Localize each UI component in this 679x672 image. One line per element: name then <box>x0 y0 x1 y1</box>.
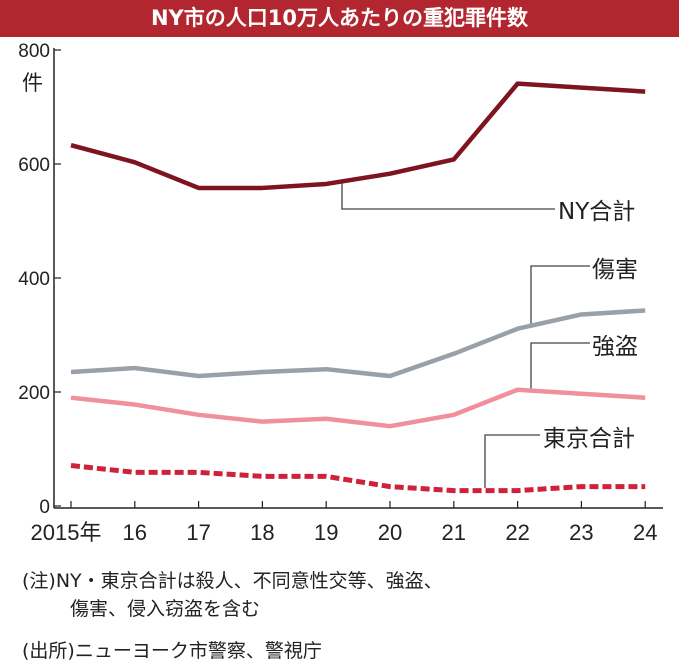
y-tick-label: 0 <box>39 497 50 518</box>
x-tick-label: 23 <box>569 520 593 545</box>
chart-title: NY市の人口10万人あたりの重犯罪件数 <box>0 0 679 37</box>
leader-line <box>341 183 555 210</box>
leader-line <box>530 265 590 324</box>
leader-line <box>484 434 540 488</box>
line-chart: 0 200 400 600 800 件 2015年 16 17 18 19 20 21 22 23 24 NY合… <box>18 41 663 545</box>
series-label: NY合計 <box>558 199 635 225</box>
x-tick-label: 16 <box>123 520 147 545</box>
source-note: (出所)ニューヨーク市警察、警視庁 <box>22 640 322 662</box>
y-unit-label: 件 <box>22 71 43 95</box>
x-tick-label: 19 <box>314 520 338 545</box>
y-tick-label: 400 <box>18 269 50 290</box>
note-line-2: 傷害、侵入窃盗を含む <box>70 598 261 620</box>
series-label: 傷害 <box>592 257 638 283</box>
series-line <box>70 308 646 379</box>
y-tick-label: 600 <box>18 155 50 176</box>
series-label: 東京合計 <box>543 426 635 452</box>
x-tick-label: 24 <box>633 520 657 545</box>
y-tick-label: 200 <box>18 383 50 404</box>
x-tick-label: 18 <box>250 520 274 545</box>
series-line <box>70 387 646 429</box>
x-tick-label: 17 <box>186 520 210 545</box>
x-tick-label: 21 <box>442 520 466 545</box>
x-tick-label: 2015年 <box>31 520 102 545</box>
series-line <box>70 463 646 494</box>
note-line-1: (注)NY・東京合計は殺人、不同意性交等、強盗、 <box>22 570 443 592</box>
series-line <box>70 81 646 191</box>
series-label: 強盗 <box>592 334 638 360</box>
x-tick-label: 22 <box>505 520 529 545</box>
x-tick-label: 20 <box>378 520 402 545</box>
leader-line <box>530 342 590 389</box>
y-tick-label: 800 <box>18 41 50 62</box>
